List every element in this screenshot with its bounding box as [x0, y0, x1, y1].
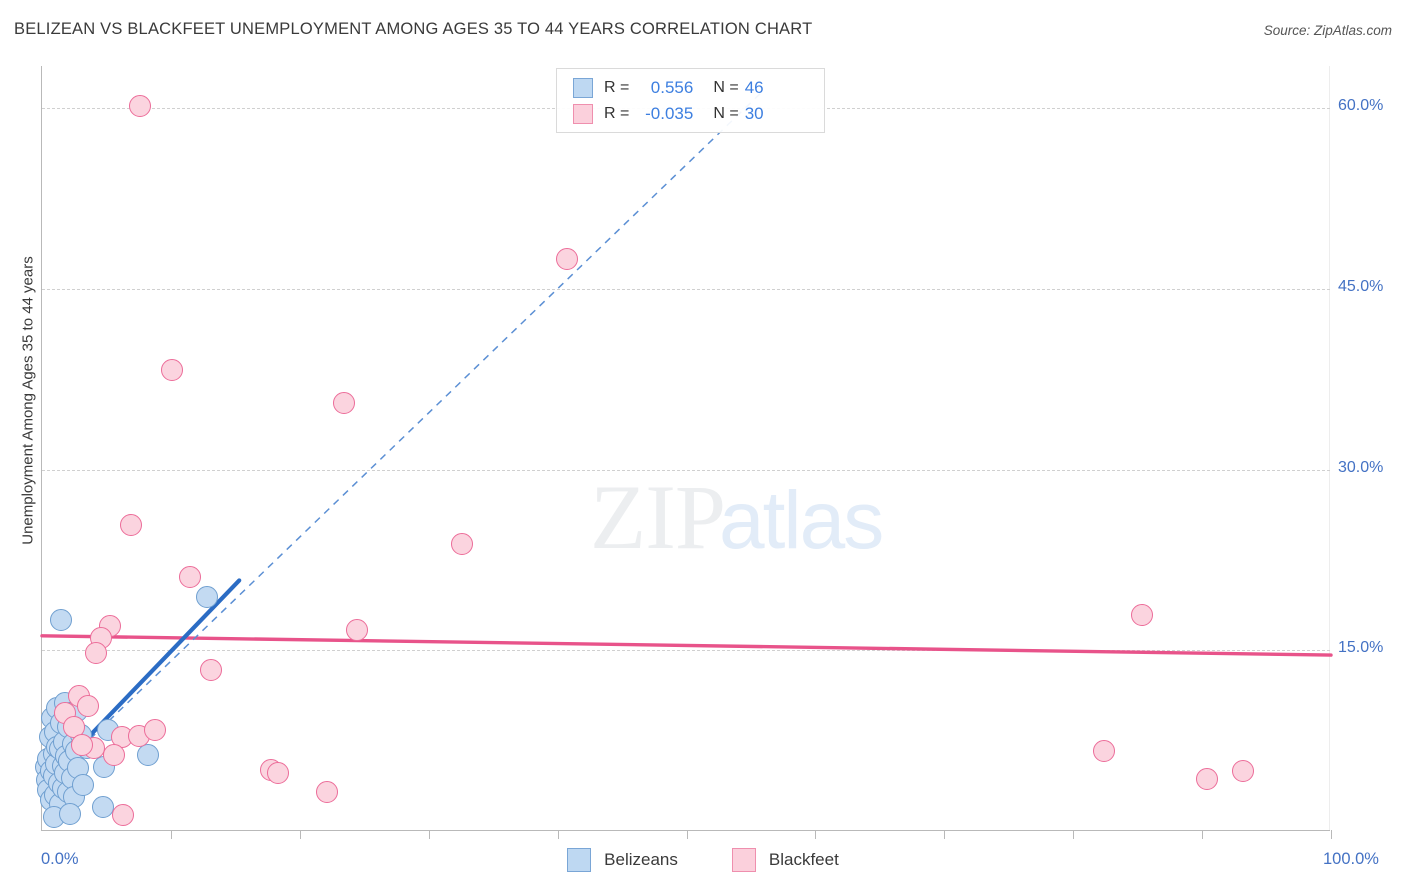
x-axis-min-label: 0.0%	[41, 850, 79, 868]
stat-r-value: 0.556	[650, 78, 694, 97]
scatter-point-belizeans	[72, 774, 95, 797]
x-axis-tick	[557, 830, 559, 839]
scatter-point-blackfeet	[85, 641, 108, 664]
scatter-point-blackfeet	[345, 618, 368, 641]
x-axis-tick	[1202, 830, 1204, 839]
plot-right-edge	[1329, 66, 1330, 830]
legend-item-belizeans[interactable]: Belizeans	[567, 848, 678, 872]
x-axis-tick	[170, 830, 172, 839]
stat-n-value: 46	[744, 78, 764, 97]
legend-swatch-belizeans	[567, 848, 592, 872]
correlation-stats-legend: R = 0.556 N = 46 R = -0.035 N = 30	[556, 68, 825, 133]
scatter-point-blackfeet	[451, 533, 474, 556]
scatter-point-belizeans	[195, 586, 218, 609]
stat-r-value: -0.035	[645, 104, 694, 123]
watermark-atlas: atlas	[719, 475, 884, 566]
y-axis-tick-label: 30.0%	[1338, 458, 1384, 476]
scatter-point-blackfeet	[144, 718, 167, 741]
y-axis-tick-label: 15.0%	[1338, 639, 1384, 657]
legend-label: Blackfeet	[768, 850, 839, 869]
plot-area: ZIP atlas	[34, 66, 1333, 839]
scatter-point-blackfeet	[179, 565, 202, 588]
scatter-point-blackfeet	[1093, 740, 1116, 763]
stat-n-value: 30	[744, 104, 764, 123]
y-axis-tick-label: 45.0%	[1338, 277, 1384, 295]
x-axis-tick	[686, 830, 688, 839]
scatter-point-blackfeet	[161, 358, 184, 381]
scatter-point-blackfeet	[77, 694, 100, 717]
scatter-point-blackfeet	[266, 762, 289, 785]
x-axis-tick	[428, 830, 430, 839]
scatter-point-blackfeet	[112, 804, 135, 827]
stat-n-label: N =	[713, 79, 739, 96]
x-axis-max-label: 100.0%	[1323, 850, 1379, 868]
series-legend: Belizeans Blackfeet	[0, 848, 1406, 872]
scatter-point-blackfeet	[119, 514, 142, 536]
scatter-point-blackfeet	[199, 658, 222, 681]
scatter-point-blackfeet	[1232, 759, 1255, 782]
scatter-point-belizeans	[59, 803, 82, 826]
scatter-point-blackfeet	[70, 734, 93, 757]
stat-n-label: N =	[713, 105, 739, 122]
watermark-zip: ZIP	[590, 466, 726, 568]
scatter-point-belizeans	[50, 609, 73, 632]
scatter-point-blackfeet	[1196, 768, 1219, 791]
gridline	[42, 469, 1330, 471]
x-axis-tick	[299, 830, 301, 839]
legend-label: Belizeans	[604, 850, 678, 869]
scatter-point-blackfeet	[1130, 604, 1153, 627]
x-axis-tick	[944, 830, 946, 839]
legend-item-blackfeet[interactable]: Blackfeet	[731, 848, 839, 872]
trend-lines	[40, 89, 1333, 787]
source-attribution: Source: ZipAtlas.com	[1263, 23, 1392, 38]
y-axis-tick-label: 60.0%	[1338, 97, 1384, 115]
x-axis-tick	[815, 830, 817, 839]
stat-r-label: R =	[604, 79, 630, 96]
stat-r-label: R =	[604, 105, 630, 122]
scatter-point-belizeans	[136, 744, 159, 767]
stat-swatch-belizeans	[573, 78, 593, 98]
gridline	[42, 288, 1330, 290]
x-axis-tick	[1331, 830, 1332, 839]
scatter-point-blackfeet	[103, 744, 126, 767]
y-axis-title: Unemployment Among Ages 35 to 44 years	[19, 256, 37, 545]
page-title: BELIZEAN VS BLACKFEET UNEMPLOYMENT AMONG…	[14, 20, 813, 38]
belizeans-trend-line-extension	[42, 89, 765, 785]
scatter-point-blackfeet	[555, 247, 578, 270]
stat-row: R = -0.035 N = 30	[573, 101, 814, 127]
zipatlas-watermark: ZIP atlas	[590, 464, 940, 584]
stat-swatch-blackfeet	[573, 104, 593, 124]
scatter-point-belizeans	[91, 795, 114, 818]
scatter-point-blackfeet	[315, 781, 338, 804]
x-axis-tick	[1073, 830, 1075, 839]
stat-row: R = 0.556 N = 46	[573, 75, 814, 101]
blackfeet-trend-line	[40, 634, 1333, 657]
legend-swatch-blackfeet	[731, 848, 756, 872]
gridline	[42, 650, 1330, 652]
scatter-point-blackfeet	[332, 392, 355, 415]
scatter-point-blackfeet	[128, 94, 151, 117]
